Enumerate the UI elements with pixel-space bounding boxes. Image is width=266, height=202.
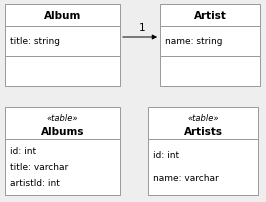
Text: title: varchar: title: varchar [10,162,68,171]
Bar [5,107,120,139]
Text: id: int: id: int [153,150,179,159]
Text: name: string: name: string [165,37,222,46]
Bar [148,139,258,195]
Text: artistId: int: artistId: int [10,178,60,187]
Bar [160,5,260,27]
Text: «table»: «table» [47,113,78,122]
Bar [5,5,120,27]
Bar [160,57,260,87]
Text: 1: 1 [139,23,145,33]
Text: title: string: title: string [10,37,60,46]
Text: Albums: Albums [41,126,84,136]
Text: id: int: id: int [10,146,36,155]
Text: Artists: Artists [184,126,222,136]
Bar [148,107,258,139]
Bar [160,27,260,57]
Text: name: varchar: name: varchar [153,173,219,182]
Bar [5,139,120,195]
Bar [5,27,120,57]
Text: Album: Album [44,11,81,21]
Text: Artist: Artist [194,11,226,21]
Bar [5,57,120,87]
Text: «table»: «table» [187,113,219,122]
